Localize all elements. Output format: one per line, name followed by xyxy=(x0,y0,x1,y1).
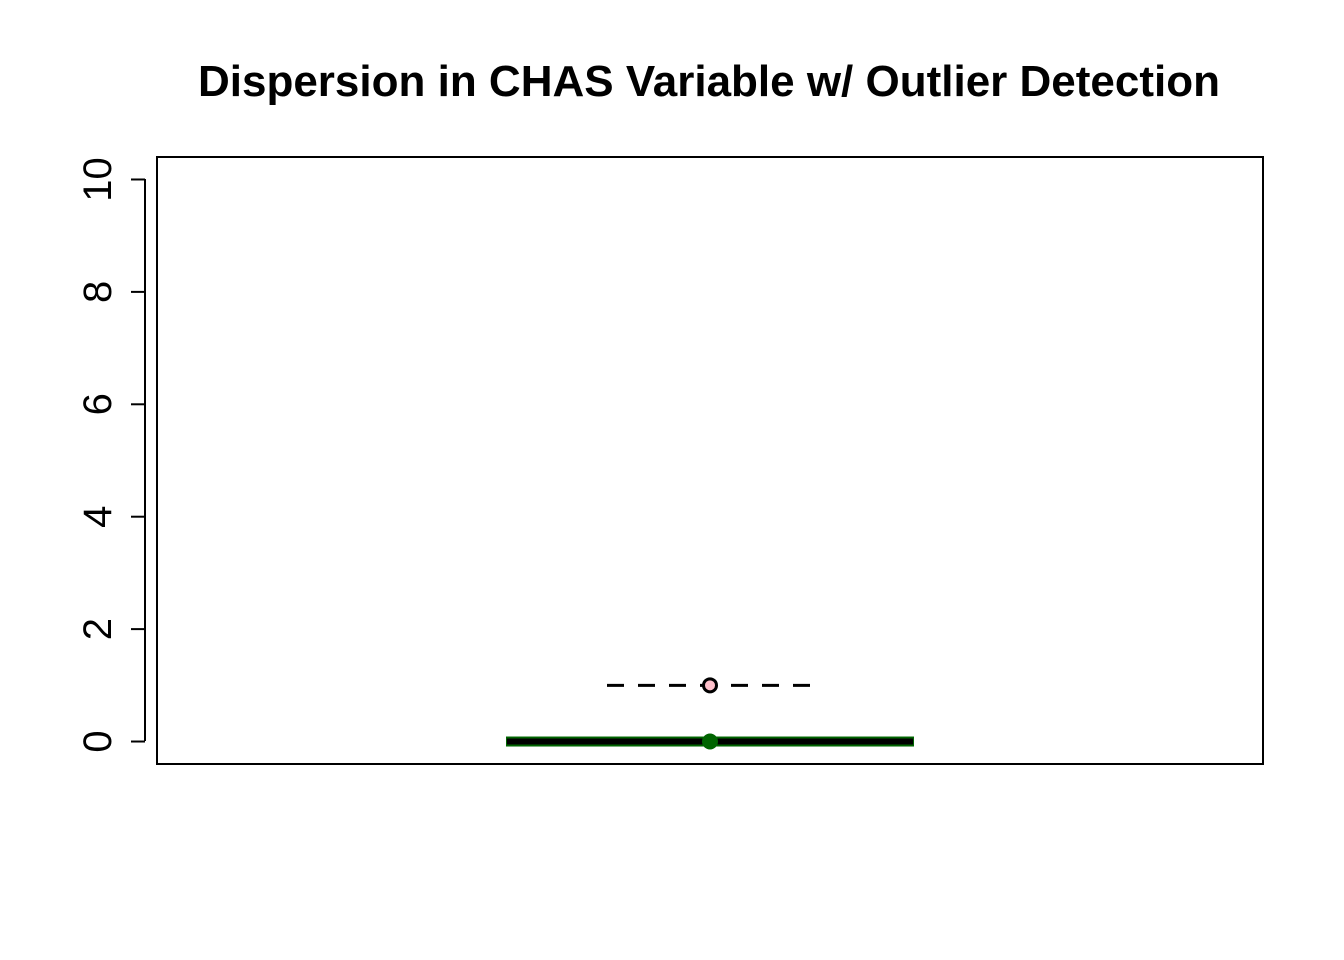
outlier-point-0 xyxy=(702,677,718,694)
y-tick-label-4: 4 xyxy=(76,506,120,528)
plot-frame xyxy=(156,156,1264,765)
y-tick-label-2: 2 xyxy=(76,618,120,640)
chart-title: Dispersion in CHAS Variable w/ Outlier D… xyxy=(198,57,1220,106)
y-tick-label-6: 6 xyxy=(76,393,120,415)
mean-point xyxy=(702,733,718,750)
y-tick-label-0: 0 xyxy=(76,730,120,752)
y-axis-ticks: 0 2 4 6 8 10 xyxy=(76,157,145,753)
y-tick-label-8: 8 xyxy=(76,281,120,303)
y-tick-label-10: 10 xyxy=(76,157,120,202)
box-layer xyxy=(506,677,914,750)
